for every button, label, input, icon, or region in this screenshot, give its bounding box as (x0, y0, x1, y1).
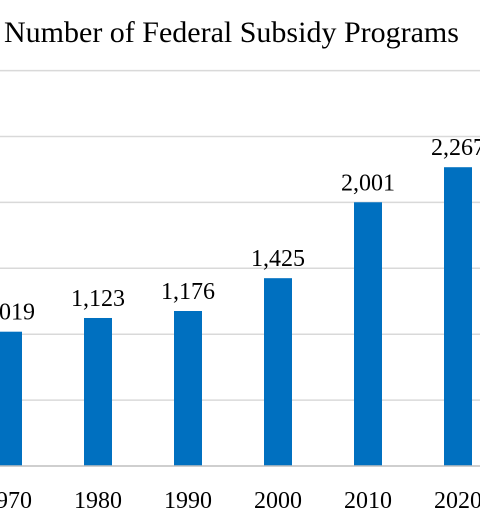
x-tick-label: 1980 (74, 488, 122, 514)
bar-1990 (174, 311, 202, 466)
data-label: 1,019 (0, 300, 35, 326)
bar-1970 (0, 331, 22, 466)
bars (0, 167, 472, 467)
x-axis-tick-labels: 1970 1980 1990 2000 2010 2020 (0, 488, 480, 514)
x-tick-label: 2000 (254, 488, 302, 514)
x-tick-label: 2010 (344, 488, 392, 514)
data-label: 1,123 (71, 286, 125, 312)
chart-title: Number of Federal Subsidy Programs (4, 16, 459, 49)
bar-2010 (354, 202, 382, 467)
data-label: 1,425 (251, 246, 305, 272)
x-tick-label: 2020 (434, 488, 480, 514)
data-label: 2,267 (431, 135, 480, 161)
bar-2020 (444, 167, 472, 466)
data-labels: 1,019 1,123 1,176 1,425 2,001 2,267 (0, 135, 480, 325)
gridlines (0, 69, 480, 401)
data-label: 1,176 (161, 279, 215, 305)
x-tick-label: 1970 (0, 488, 32, 514)
x-tick-label: 1990 (164, 488, 212, 514)
bar-2000 (264, 278, 292, 466)
data-label: 2,001 (341, 170, 395, 196)
bar-1980 (84, 317, 112, 466)
